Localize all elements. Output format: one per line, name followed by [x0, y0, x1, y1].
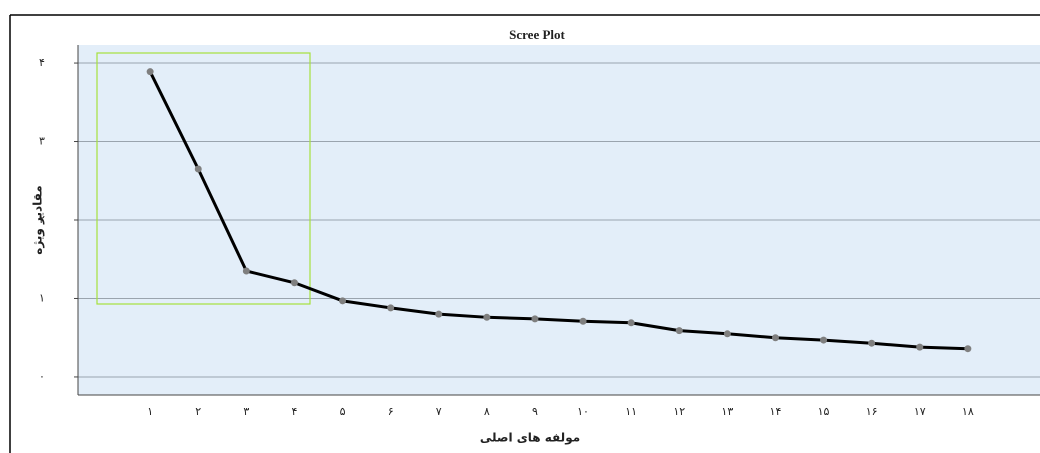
x-tick-label: ۱۴: [770, 405, 782, 418]
data-point: [964, 345, 972, 353]
data-point: [242, 267, 250, 275]
x-tick-label: ۳: [243, 405, 249, 418]
data-point: [339, 297, 347, 305]
x-tick-label: ۱۲: [673, 405, 685, 418]
data-point: [820, 336, 828, 344]
data-point: [579, 317, 587, 325]
x-tick-label: ۵: [340, 405, 346, 418]
data-line: [148, 71, 968, 351]
data-point: [675, 327, 683, 335]
data-point: [531, 315, 539, 323]
data-point: [771, 334, 779, 342]
data-point: [146, 68, 154, 76]
data-point: [435, 310, 443, 318]
y-axis-label: مقادیر ویژه: [31, 185, 46, 254]
x-tick-label: ۸: [484, 405, 490, 418]
x-tick-label: ۴: [291, 405, 297, 418]
data-point: [723, 330, 731, 338]
x-tick-label: ۶: [388, 405, 394, 418]
x-tick-label: ۱۰: [577, 405, 589, 418]
x-axis-label: مولفه های اصلی: [480, 431, 580, 446]
x-tick-label: ۹: [532, 405, 538, 418]
y-tick-label: ۰: [39, 370, 45, 383]
data-point: [387, 304, 395, 312]
data-point: [868, 339, 876, 347]
data-point: [290, 279, 298, 287]
y-tick-label: ۲: [39, 213, 45, 226]
x-tick-label: ۱۳: [721, 405, 733, 418]
y-tick-label: ۱: [39, 291, 45, 304]
data-point: [194, 165, 202, 173]
x-tick-label: ۱۶: [866, 405, 878, 418]
data-point: [483, 313, 491, 321]
x-tick-label: ۱: [147, 405, 153, 418]
data-point: [627, 319, 635, 327]
y-tick-label: ۳: [39, 135, 45, 148]
y-tick-label: ۴: [39, 56, 45, 69]
x-tick-label: ۷: [436, 405, 442, 418]
x-tick-label: ۱۵: [818, 405, 830, 418]
chart-title: Scree Plot: [509, 27, 565, 42]
x-tick-label: ۱۱: [625, 405, 637, 418]
x-tick-label: ۲: [195, 405, 201, 418]
highlight-box: [96, 52, 311, 305]
data-point: [916, 343, 924, 351]
grid: [78, 62, 1040, 378]
x-tick-label: ۱۷: [914, 405, 926, 418]
x-tick-label: ۱۸: [962, 405, 974, 418]
